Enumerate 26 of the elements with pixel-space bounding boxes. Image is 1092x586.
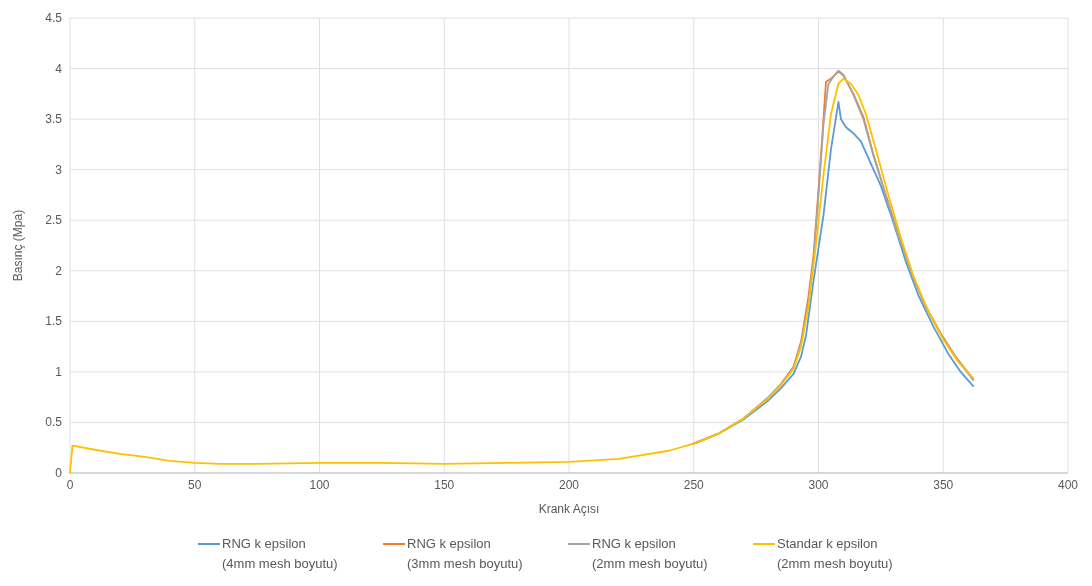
- legend-label: RNG k epsilon (3mm mesh boyutu): [407, 536, 523, 571]
- y-tick-label: 4.5: [45, 11, 63, 25]
- x-tick-label: 400: [1057, 478, 1079, 492]
- y-axis-title: Basınç (Mpa): [11, 209, 25, 282]
- y-tick-label: 0.5: [45, 415, 63, 430]
- x-tick-label: 350: [933, 478, 954, 492]
- y-tick-label: 0: [55, 466, 63, 480]
- y-tick-label: 3.5: [45, 112, 63, 127]
- x-tick-label: 250: [683, 478, 705, 492]
- x-axis-title: Krank Açısı: [538, 502, 600, 516]
- y-tick-label: 2.5: [45, 213, 63, 228]
- legend-label: RNG k epsilon (2mm mesh boyutu): [592, 536, 708, 571]
- y-tick-label: 2: [55, 263, 63, 278]
- y-tick-label: 1.5: [45, 314, 63, 329]
- x-tick-label: 100: [309, 478, 330, 492]
- legend-label: RNG k epsilon (4mm mesh boyutu): [222, 536, 338, 571]
- x-tick-label: 150: [434, 478, 455, 492]
- y-tick-label: 3: [55, 162, 63, 177]
- x-tick-label: 0: [66, 478, 74, 492]
- x-tick-label: 200: [558, 478, 580, 492]
- y-tick-label: 1: [55, 364, 63, 379]
- legend-label: Standar k epsilon (2mm mesh boyutu): [777, 536, 893, 571]
- x-tick-label: 50: [188, 478, 202, 492]
- y-tick-label: 4: [55, 61, 63, 76]
- line-series: [69, 77, 975, 474]
- x-tick-label: 300: [808, 478, 829, 492]
